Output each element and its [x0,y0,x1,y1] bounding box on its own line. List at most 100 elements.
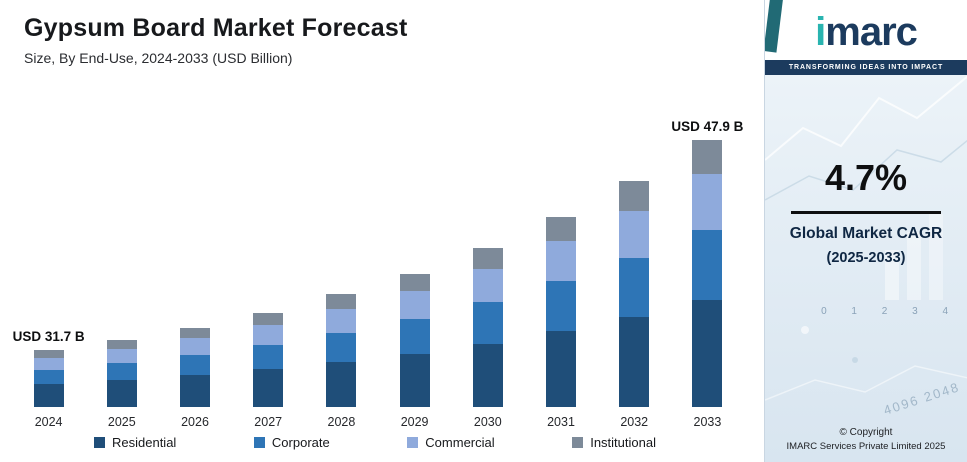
copyright-company-line: IMARC Services Private Limited 2025 [786,441,946,452]
legend-swatch [94,437,105,448]
bar-segment-institutional [180,328,210,339]
bar-segment-corporate [692,230,723,300]
bar-group-2024: USD 31.7 B 2024 [12,329,85,429]
copyright: © Copyright IMARC Services Private Limit… [765,427,967,452]
legend-label: Residential [112,435,177,450]
decorative-axis-ticks: 0 1 2 3 4 [821,306,959,317]
legend-item-commercial: Commercial [407,435,495,450]
bar-segment-commercial [399,291,430,320]
stacked-bar [33,350,64,407]
x-axis-label: 2030 [473,415,502,429]
bar-segment-institutional [106,340,137,349]
x-axis-label: 2025 [107,415,136,429]
stacked-bar [326,294,357,407]
legend: Residential Corporate Commercial Institutio… [8,429,748,462]
bar-segment-commercial [106,348,137,363]
bar-segment-residential [692,300,723,407]
bar-segment-institutional [253,313,284,326]
stacked-bar [546,217,577,407]
bar-total-label: USD 31.7 B [12,329,85,345]
bar-segment-commercial [33,357,64,370]
bar-group-2032: 2032 [598,181,671,429]
bar-segment-residential [180,375,210,407]
chart-area: USD 31.7 B 2024 2025 2026 2027 2028 2029 2030 20… [0,66,764,462]
x-axis-label: 2024 [34,415,63,429]
bar-segment-commercial [619,210,650,259]
x-axis-label: 2032 [620,415,649,429]
bar-plot: USD 31.7 B 2024 2025 2026 2027 2028 2029 2030 20… [8,107,748,429]
logo-letter-i: i [815,10,826,54]
bar-segment-corporate [472,302,503,344]
bar-segment-corporate [399,319,430,354]
branding-sidebar: imarc TRANSFORMING IDEAS INTO IMPACT 4.7… [764,0,967,462]
bar-group-2033: USD 47.9 B 2033 [671,119,744,429]
bar-segment-institutional [546,217,577,242]
stacked-bar [253,313,284,407]
cagr-years: (2025-2033) [826,250,906,266]
logo-tagline: TRANSFORMING IDEAS INTO IMPACT [765,60,967,75]
bar-segment-residential [399,353,430,407]
bar-segment-institutional [472,248,503,269]
x-axis-label: 2031 [547,415,575,429]
bar-segment-residential [33,384,64,407]
bar-segment-institutional [326,294,357,309]
bar-segment-residential [619,316,650,407]
cagr-block: 4.7% Global Market CAGR (2025-2033) [765,157,967,266]
cagr-divider [791,211,941,214]
bar-segment-residential [546,330,577,407]
bar-segment-corporate [106,362,137,381]
stacked-bar [472,248,503,407]
chart-panel: Gypsum Board Market Forecast Size, By En… [0,0,764,462]
bar-group-2029: 2029 [378,274,451,429]
logo-letters-marc: marc [825,10,918,54]
copyright-symbol-line: © Copyright [839,427,893,438]
bar-segment-corporate [33,369,64,385]
bar-segment-commercial [180,338,210,356]
bar-segment-corporate [253,344,284,370]
bar-group-2031: 2031 [524,217,597,429]
stacked-bar [106,340,137,407]
bar-segment-institutional [33,350,64,358]
decorative-chart-graphic [765,75,967,401]
imarc-logo-text: imarc [765,12,967,52]
cagr-value: 4.7% [824,157,908,198]
legend-label: Institutional [590,435,656,450]
bar-segment-residential [253,369,284,407]
legend-swatch [572,437,584,448]
cagr-label: Global Market CAGR [789,225,943,242]
stacked-bar [180,328,210,407]
bar-segment-commercial [692,174,723,231]
x-axis-label: 2028 [327,415,356,429]
legend-swatch [253,437,265,448]
x-axis-label: 2029 [400,415,429,429]
bar-segment-corporate [546,281,577,331]
bar-segment-corporate [619,258,650,317]
bar-segment-corporate [326,332,357,362]
x-axis-label: 2033 [693,415,722,429]
page-subtitle: Size, By End-Use, 2024-2033 (USD Billion… [24,50,293,66]
bar-segment-institutional [399,274,430,292]
bar-group-2027: 2027 [232,313,305,429]
bar-segment-residential [326,361,357,407]
bar-group-2026: 2026 [158,328,231,429]
bar-segment-corporate [180,355,210,376]
chart-header: Gypsum Board Market Forecast Size, By En… [0,0,764,66]
legend-item-corporate: Corporate [253,435,330,450]
stacked-bar [399,274,430,407]
bar-segment-commercial [472,268,503,302]
bar-segment-commercial [253,325,284,345]
bar-group-2025: 2025 [85,340,158,429]
bar-segment-residential [106,380,137,407]
bar-segment-commercial [326,308,357,333]
legend-label: Commercial [425,435,495,450]
legend-swatch [407,437,419,448]
bar-segment-residential [472,343,503,407]
legend-item-residential: Residential [94,435,176,450]
legend-label: Corporate [271,435,330,450]
bar-segment-commercial [546,241,577,282]
stacked-bar [692,140,723,407]
bar-total-label: USD 47.9 B [671,119,744,135]
imarc-logo: imarc [765,0,967,60]
bar-group-2028: 2028 [305,294,378,429]
